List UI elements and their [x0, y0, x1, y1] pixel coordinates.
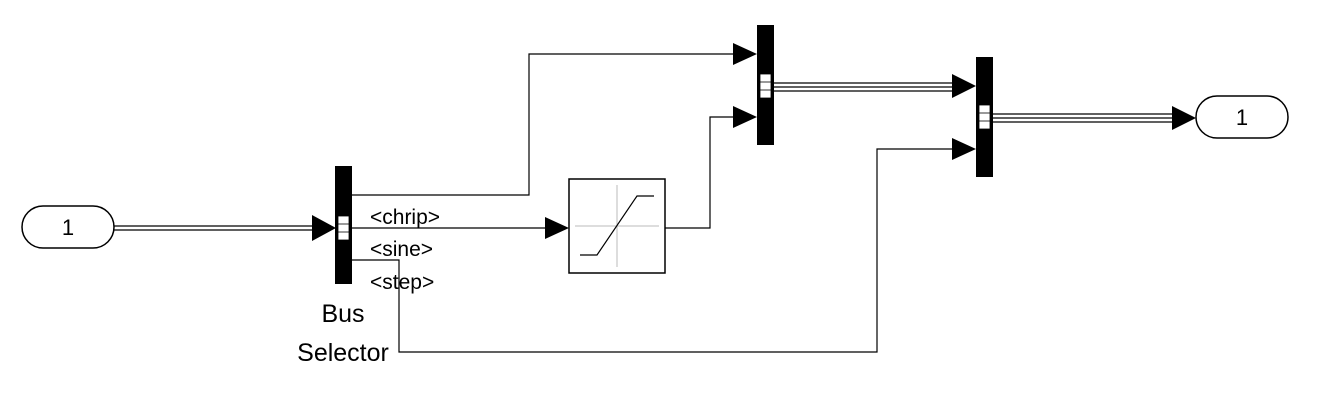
- bus-line-creator2-to-outport[interactable]: [993, 113, 1172, 123]
- arrow-into-bus-creator2-in1: [952, 74, 976, 98]
- bus-creator-2-window-icon: [978, 104, 991, 130]
- arrow-into-bus-creator1-in2: [733, 106, 757, 128]
- bus-line-inport-to-selector[interactable]: [114, 225, 312, 231]
- bus-selector-window-icon: [337, 215, 350, 241]
- bus-creator-block-2[interactable]: [976, 57, 993, 177]
- signal-label-sine: <sine>: [370, 238, 433, 261]
- inport-label: 1: [62, 215, 74, 240]
- bus-selector-name-line2: Selector: [297, 339, 389, 367]
- outport-oval-icon: [1195, 95, 1289, 139]
- bus-creator-1-window-icon: [759, 73, 772, 99]
- inport-oval-icon: [21, 205, 115, 249]
- saturation-icon: [575, 185, 659, 267]
- arrow-into-bus-selector: [312, 215, 336, 241]
- signal-line-saturation-to-bus-creator[interactable]: [665, 116, 733, 229]
- bus-creator-block-1[interactable]: [757, 25, 774, 145]
- outport-label: 1: [1236, 105, 1248, 130]
- arrow-into-bus-creator1-in1: [733, 43, 757, 65]
- saturation-block[interactable]: [568, 178, 666, 274]
- signal-line-step-to-bus-creator[interactable]: [352, 148, 952, 353]
- signal-label-chrip: <chrip>: [370, 206, 440, 229]
- bus-line-creator1-to-creator2[interactable]: [774, 82, 952, 92]
- outport-block[interactable]: 1: [1195, 95, 1289, 139]
- bus-selector-name-line1: Bus: [321, 300, 364, 328]
- signal-label-step: <step>: [370, 271, 434, 294]
- arrow-into-saturation: [545, 217, 569, 239]
- arrow-into-bus-creator2-in2: [952, 138, 976, 160]
- arrow-into-outport: [1172, 106, 1196, 130]
- signal-line-chrip-to-bus-creator[interactable]: [352, 53, 733, 196]
- bus-selector-block[interactable]: [335, 166, 352, 284]
- inport-block[interactable]: 1: [21, 205, 115, 249]
